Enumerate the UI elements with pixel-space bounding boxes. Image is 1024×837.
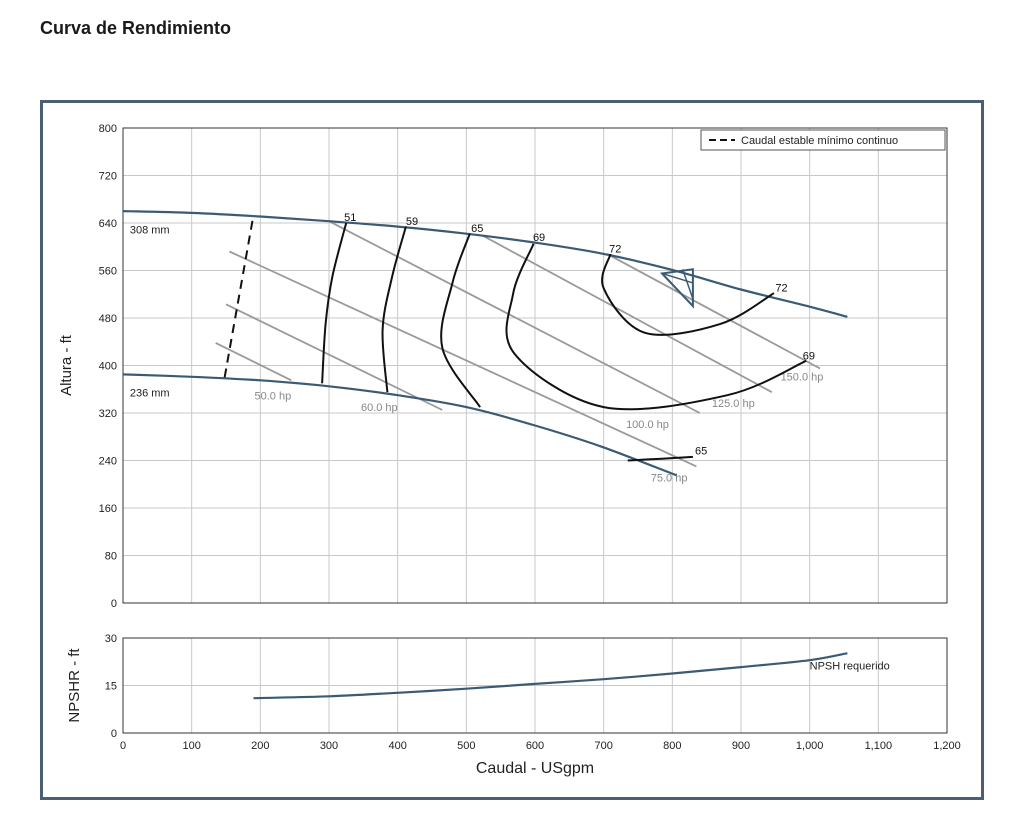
impeller-curve-1	[122, 373, 677, 477]
power-line-2	[229, 250, 697, 468]
head-ytick-label: 800	[99, 123, 117, 135]
xtick-label: 800	[663, 740, 681, 752]
efficiency-label: 65	[471, 223, 483, 235]
efficiency-label: 59	[406, 216, 418, 228]
npsh-ytick-label: 30	[105, 633, 117, 645]
xtick-label: 1,000	[796, 740, 824, 752]
bep-hatch-2	[681, 269, 694, 300]
npsh-ytick-label: 15	[105, 681, 117, 693]
chart-frame: 0 80 160 240 320 400 480 560 640 720 800 0 15 30 0 100 2…	[40, 100, 984, 800]
head-ytick-label: 320	[99, 408, 117, 420]
power-label: 75.0 hp	[651, 472, 688, 484]
power-label: 50.0 hp	[255, 390, 292, 402]
npsh-label: NPSH requerido	[810, 661, 890, 673]
efficiency-curve-4	[505, 243, 807, 411]
head-ytick-label: 160	[99, 503, 117, 515]
head-ytick-label: 240	[99, 456, 117, 468]
bep-hatch-1	[661, 272, 694, 284]
head-plot-area	[122, 127, 948, 604]
npsh-ytick-label: 0	[111, 728, 117, 740]
efficiency-label: 72	[609, 244, 621, 256]
xtick-label: 200	[251, 740, 269, 752]
xtick-label: 1,200	[933, 740, 961, 752]
head-ytick-label: 480	[99, 313, 117, 325]
efficiency-curve-1	[381, 226, 407, 393]
head-ylabel: Altura - ft	[58, 334, 75, 396]
page-title: Curva de Rendimiento	[40, 18, 232, 38]
head-ytick-label: 0	[111, 598, 117, 610]
power-label: 60.0 hp	[361, 402, 398, 414]
impeller-label: 308 mm	[130, 225, 170, 237]
head-ytick-label: 400	[99, 361, 117, 373]
power-line-5	[606, 253, 821, 370]
efficiency-curve-3	[627, 455, 693, 462]
bep-triangle	[659, 268, 694, 309]
efficiency-label: 65	[695, 446, 707, 458]
xtick-label: 100	[182, 740, 200, 752]
head-ytick-label: 560	[99, 266, 117, 278]
efficiency-curve-0	[321, 222, 348, 384]
power-line-0	[215, 342, 292, 382]
xtick-label: 300	[320, 740, 338, 752]
xtick-label: 700	[594, 740, 612, 752]
impeller-label: 236 mm	[130, 387, 170, 399]
efficiency-curve-2	[440, 233, 481, 408]
legend-label-min-flow: Caudal estable mínimo continuo	[741, 135, 898, 147]
xlabel: Caudal - USgpm	[476, 760, 594, 777]
power-label: 150.0 hp	[781, 371, 824, 383]
xtick-label: 600	[526, 740, 544, 752]
npsh-curve	[253, 652, 848, 700]
efficiency-label: 69	[803, 351, 815, 363]
min-flow-line	[223, 215, 255, 378]
head-ytick-label: 720	[99, 171, 117, 183]
efficiency-label: 69	[533, 232, 545, 244]
head-ytick-label: 640	[99, 218, 117, 230]
npsh-plot-area	[122, 637, 948, 734]
xtick-label: 1,100	[865, 740, 893, 752]
efficiency-label: 72	[775, 282, 787, 294]
xtick-label: 500	[457, 740, 475, 752]
xtick-label: 900	[732, 740, 750, 752]
power-line-4	[483, 235, 773, 393]
head-ytick-label: 80	[105, 551, 117, 563]
power-label: 125.0 hp	[712, 398, 755, 410]
power-line-1	[225, 303, 443, 411]
npsh-ylabel: NPSHR - ft	[66, 648, 83, 723]
efficiency-label: 51	[344, 212, 356, 224]
xtick-label: 400	[388, 740, 406, 752]
legend-box	[700, 129, 946, 151]
power-line-3	[328, 220, 701, 414]
impeller-curve-0	[122, 210, 848, 318]
xtick-label: 0	[120, 740, 126, 752]
efficiency-curve-5	[601, 253, 775, 336]
power-label: 100.0 hp	[626, 419, 669, 431]
